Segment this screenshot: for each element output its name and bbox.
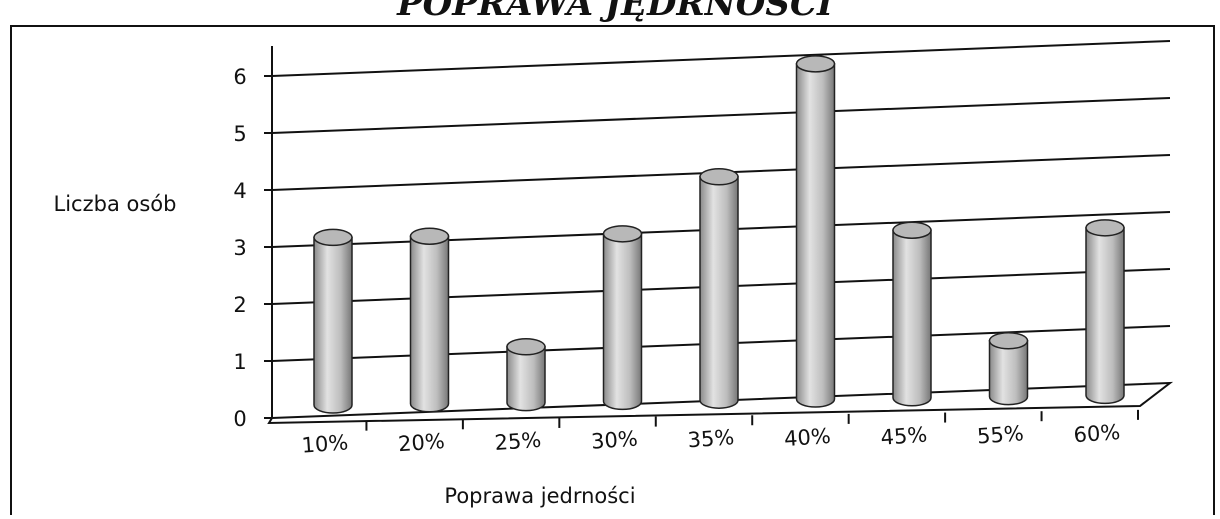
- bar-top: [1085, 219, 1125, 237]
- floor: [267, 381, 1174, 425]
- x-tick-label: 25%: [494, 428, 542, 455]
- y-axis-title: Liczba osób: [54, 192, 177, 216]
- bar-top: [409, 227, 450, 245]
- y-tick-label: 5: [233, 122, 246, 146]
- bar-top: [602, 225, 643, 243]
- y-tick-label: 1: [233, 350, 246, 374]
- bar-top: [795, 55, 836, 73]
- y-tick-label: 4: [233, 179, 246, 203]
- bar: [602, 225, 643, 411]
- grid-line: [271, 97, 1171, 134]
- x-tick-label: 45%: [880, 423, 928, 450]
- bar-body: [409, 235, 450, 413]
- bar-body: [1085, 227, 1125, 405]
- bar-body: [795, 63, 836, 408]
- bar-body: [313, 236, 353, 414]
- bar: [699, 168, 739, 409]
- bar-top: [699, 168, 739, 186]
- bar: [506, 337, 546, 412]
- x-tick-label: 40%: [783, 424, 831, 451]
- bar-top: [892, 221, 932, 239]
- bar: [795, 55, 836, 408]
- y-tick-label: 3: [233, 236, 246, 260]
- bar: [409, 227, 450, 413]
- x-tick-label: 55%: [976, 421, 1024, 448]
- x-tick-label: 20%: [397, 429, 445, 456]
- bar-body: [699, 176, 739, 409]
- bar: [1085, 219, 1125, 405]
- x-tick-label: 10%: [301, 430, 349, 457]
- bar-body: [988, 339, 1029, 406]
- bar: [313, 228, 353, 414]
- y-tick-label: 2: [233, 293, 246, 317]
- grid-line: [271, 40, 1171, 77]
- x-tick-label: 30%: [590, 427, 638, 454]
- bar-top: [313, 228, 353, 247]
- chart-title: POPRAWA JĘDRNOŚCI: [396, 0, 834, 24]
- chart-frame: [10, 25, 1215, 519]
- x-tick-label: 35%: [687, 425, 735, 452]
- bar-body: [892, 229, 932, 407]
- bar-top: [988, 331, 1029, 350]
- bar-body: [506, 345, 546, 412]
- y-tick-label: 6: [233, 65, 246, 89]
- bar: [988, 331, 1029, 406]
- bar: [892, 221, 932, 407]
- bar-top: [506, 337, 546, 356]
- x-tick-label: 60%: [1073, 420, 1121, 447]
- x-axis-title: Poprawa jedrności: [444, 484, 635, 508]
- y-tick-label: 0: [233, 407, 246, 431]
- bar-body: [602, 233, 643, 411]
